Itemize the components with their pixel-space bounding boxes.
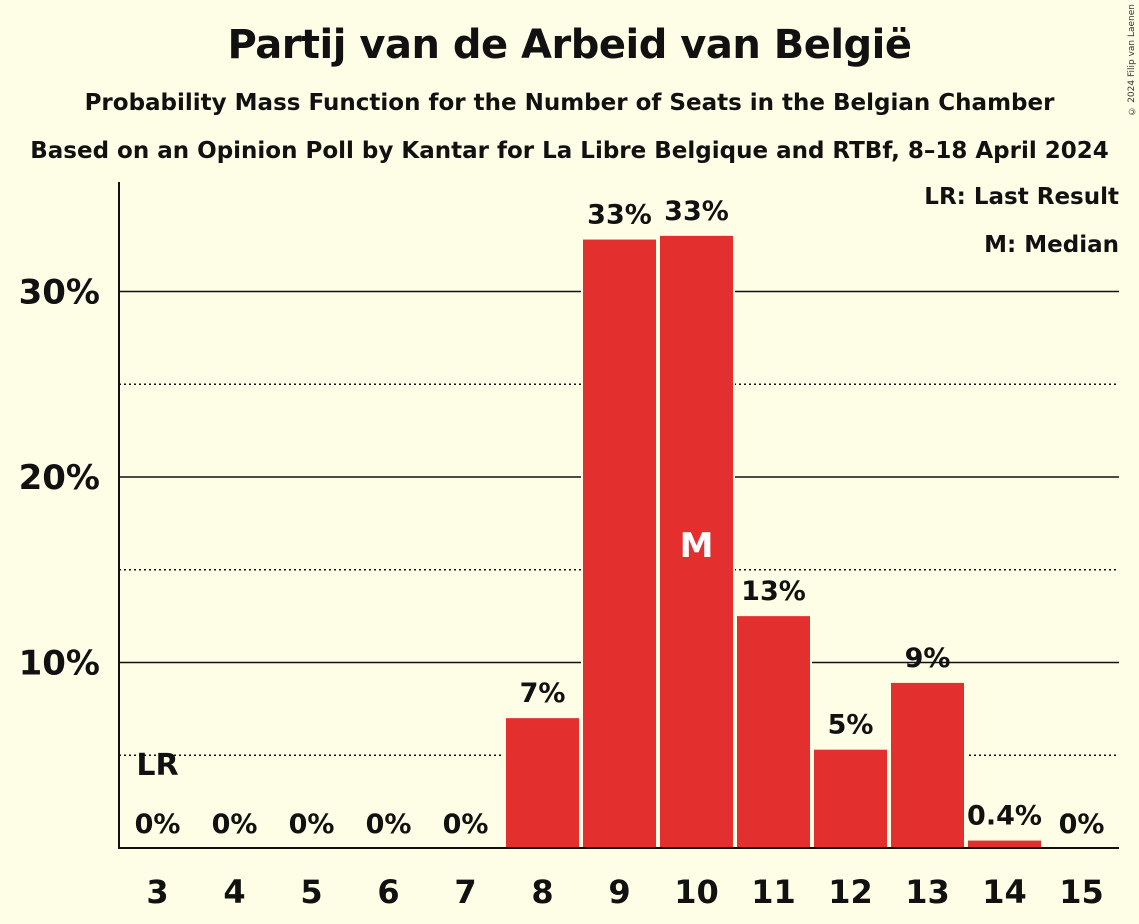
bar-12 [814,749,887,848]
x-tick-label: 13 [905,873,950,911]
data-label-8: 7% [520,678,566,709]
data-label-6: 0% [366,809,412,840]
data-label-11: 13% [741,576,806,607]
median-marker: M [680,526,714,566]
x-tick-label: 4 [223,873,245,911]
x-tick-label: 5 [300,873,322,911]
chart-title: Partij van de Arbeid van België [227,22,912,68]
y-tick-label: 10% [19,644,100,684]
x-tick-label: 14 [982,873,1027,911]
data-label-4: 0% [212,809,258,840]
bar-9 [583,239,656,848]
x-tick-label: 8 [531,873,553,911]
chart-subtitle: Probability Mass Function for the Number… [84,90,1055,116]
axes [118,182,1119,849]
data-label-3: 0% [135,809,181,840]
legend-last-result: LR: Last Result [924,184,1119,210]
x-tick-label: 10 [674,873,719,911]
data-label-5: 0% [289,809,335,840]
last-result-marker: LR [136,748,178,783]
bar-10 [660,235,733,849]
x-tick-label: 3 [146,873,168,911]
x-tick-label: 9 [608,873,630,911]
bar-13 [891,682,964,848]
data-label-10: 33% [664,196,729,227]
x-tick-label: 6 [377,873,399,911]
x-tick-label: 12 [828,873,873,911]
data-label-9: 33% [587,200,652,231]
bar-11 [737,616,810,848]
y-tick-label: 20% [19,458,100,498]
legend-median: M: Median [984,232,1119,258]
data-label-13: 9% [905,643,951,674]
bar-8 [506,718,579,848]
x-tick-label: 7 [454,873,476,911]
data-label-14: 0.4% [967,801,1042,832]
x-tick-label: 11 [751,873,796,911]
bars [504,233,1043,849]
labels: 10%20%30%0%3LR0%40%50%60%77%833%933%10M1… [19,196,1105,911]
data-label-7: 0% [443,809,489,840]
x-tick-label: 15 [1059,873,1104,911]
chart-source-subtitle: Based on an Opinion Poll by Kantar for L… [30,138,1109,164]
bar-14 [968,840,1041,848]
data-label-15: 0% [1059,809,1105,840]
y-tick-label: 30% [19,273,100,313]
data-label-12: 5% [828,710,874,741]
